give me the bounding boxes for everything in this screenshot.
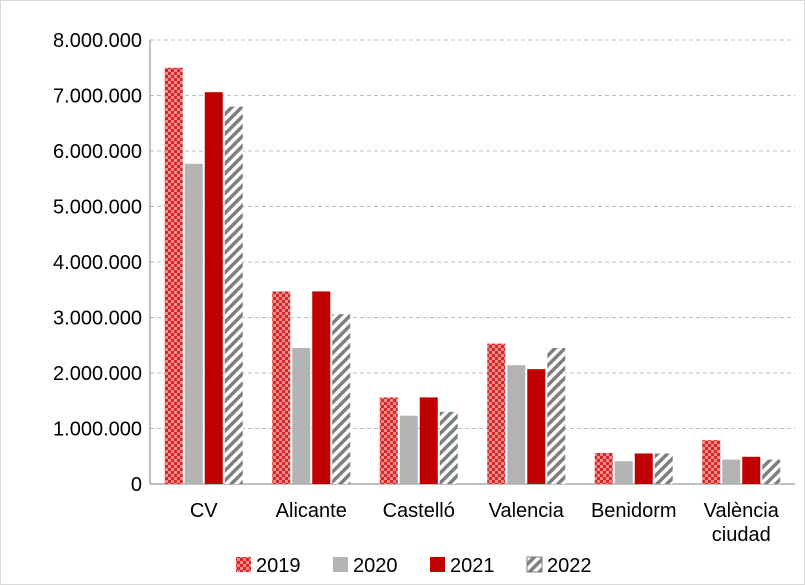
bar-2020-1 — [292, 348, 311, 484]
bar-2022-4 — [654, 453, 673, 484]
y-tick-label: 0 — [131, 474, 142, 496]
bar-2020-0 — [184, 163, 203, 484]
x-category-label: Benidorm — [591, 500, 677, 522]
x-category-label: Valencia — [489, 500, 565, 522]
bar-2021-3 — [527, 369, 546, 484]
y-tick-label: 8.000.000 — [53, 30, 142, 52]
x-category-label: Castelló — [383, 500, 455, 522]
legend-swatch — [333, 557, 348, 572]
bar-2019-4 — [594, 452, 613, 484]
legend-label: 2019 — [256, 555, 301, 577]
legend-swatch — [526, 556, 543, 573]
bar-2019-0 — [164, 67, 183, 484]
legend-item-2020: 2020 — [333, 555, 398, 577]
legend-swatch — [430, 557, 445, 572]
x-axis: CV Alicante Castelló Valencia Benidorm Valènc… — [190, 500, 780, 546]
legend-item-2019: 2019 — [236, 555, 301, 577]
y-tick-label: 4.000.000 — [53, 252, 142, 274]
x-category-label: CV — [190, 500, 218, 522]
y-tick-label: 5.000.000 — [53, 197, 142, 219]
bar-2019-3 — [487, 343, 506, 484]
bar-2022-1 — [332, 314, 351, 484]
legend: 2019 2020 2021 2022 — [236, 555, 592, 577]
y-tick-label: 3.000.000 — [53, 308, 142, 330]
bar-2021-5 — [742, 456, 761, 484]
y-tick-label: 7.000.000 — [53, 86, 142, 108]
bar-2020-4 — [614, 461, 633, 484]
legend-item-2022: 2022 — [526, 555, 592, 577]
legend-swatch — [236, 557, 251, 572]
bar-2021-0 — [204, 92, 223, 485]
y-tick-label: 2.000.000 — [53, 363, 142, 385]
bar-2020-5 — [722, 459, 741, 484]
bar-2022-5 — [762, 459, 781, 484]
bar-2020-3 — [507, 365, 526, 484]
legend-label: 2021 — [450, 555, 495, 577]
bars — [164, 67, 781, 485]
bar-2021-1 — [312, 291, 331, 484]
legend-label: 2022 — [547, 555, 592, 577]
x-category-label: Alicante — [276, 500, 347, 522]
bar-2020-2 — [399, 415, 418, 484]
bar-2022-2 — [439, 411, 458, 484]
x-category-label: ciudad — [712, 524, 771, 546]
bar-2022-0 — [224, 106, 243, 484]
bar-2021-2 — [419, 397, 438, 484]
y-axis: 0 1.000.000 2.000.000 3.000.000 4.000.000 5.0… — [53, 30, 795, 496]
bar-2019-5 — [702, 440, 721, 484]
y-tick-label: 1.000.000 — [53, 419, 142, 441]
x-category-label: València — [704, 500, 780, 522]
legend-item-2021: 2021 — [430, 555, 495, 577]
bar-2019-2 — [379, 397, 398, 484]
y-tick-label: 6.000.000 — [53, 141, 142, 163]
bar-2019-1 — [272, 291, 291, 484]
legend-label: 2020 — [353, 555, 398, 577]
bar-2022-3 — [547, 348, 566, 484]
bar-2021-4 — [634, 453, 653, 484]
gridlines — [150, 39, 795, 429]
